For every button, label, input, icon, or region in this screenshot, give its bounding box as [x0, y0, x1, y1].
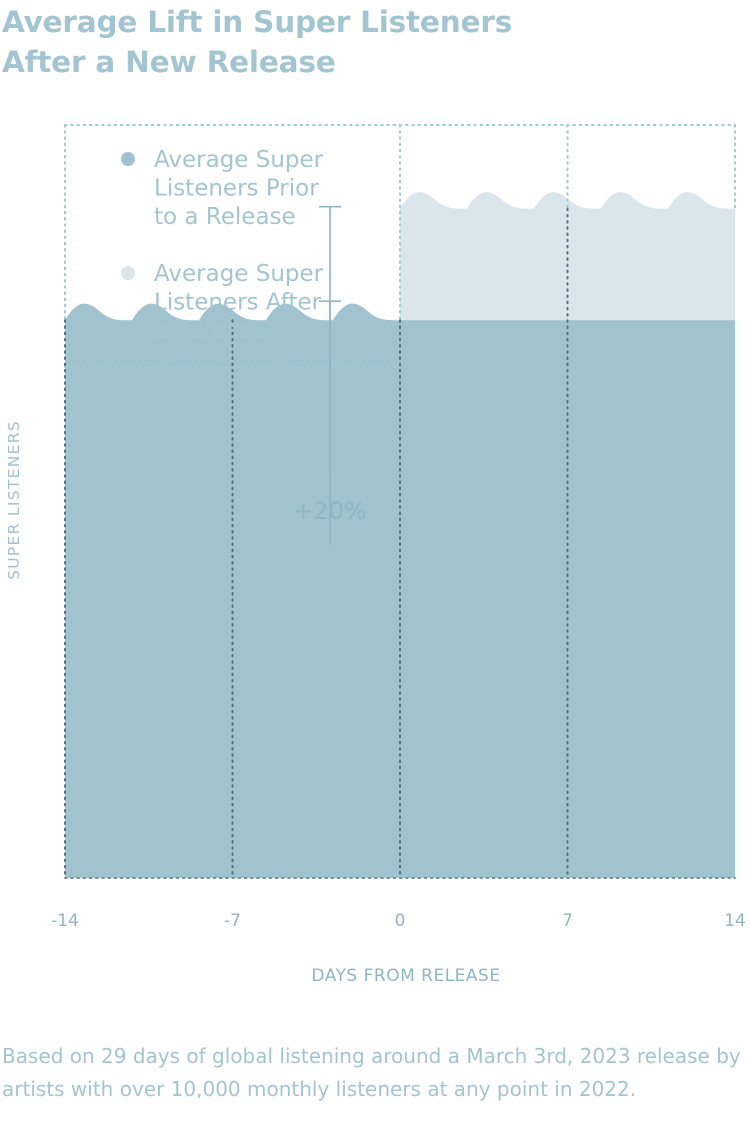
area-prior-release — [65, 303, 735, 878]
grid-layer — [64, 124, 736, 879]
x-axis-label: DAYS FROM RELEASE — [311, 966, 500, 986]
legend-label-after-line-1: Average Super — [154, 261, 324, 287]
chart-title: Average Lift in Super Listeners After a … — [2, 2, 512, 82]
footnote: Based on 29 days of global listening aro… — [2, 1044, 741, 1101]
chart: Average Super Listeners Prior to a Relea… — [5, 124, 746, 986]
legend-label-after-line-3: a Release — [154, 318, 265, 344]
legend-label-prior: Average Super Listeners Prior to a Relea… — [154, 147, 330, 230]
lift-label: +20% — [293, 497, 366, 525]
legend-label-prior-line-3: to a Release — [154, 204, 296, 230]
legend-marker-prior — [121, 152, 135, 166]
legend-label-prior-line-1: Average Super — [154, 147, 324, 173]
x-tick-label: 0 — [395, 911, 406, 931]
x-axis-ticks: -14 -7 0 7 14 — [51, 911, 746, 931]
x-tick-label: -7 — [224, 911, 241, 931]
y-axis-label: SUPER LISTENERS — [5, 420, 23, 580]
area-layer — [65, 192, 735, 878]
legend-label-after: Average Super Listeners After a Release — [154, 261, 330, 344]
legend-label-after-line-2: Listeners After — [154, 290, 322, 316]
x-tick-label: 14 — [724, 911, 746, 931]
x-tick-label: -14 — [51, 911, 79, 931]
chart-title-line-1: Average Lift in Super Listeners — [2, 5, 513, 39]
x-tick-label: 7 — [562, 911, 573, 931]
legend: Average Super Listeners Prior to a Relea… — [121, 147, 330, 344]
legend-label-prior-line-2: Listeners Prior — [154, 176, 319, 202]
legend-marker-after — [121, 266, 135, 280]
chart-title-line-2: After a New Release — [2, 45, 336, 79]
lift-annotation: +20% — [293, 205, 367, 545]
